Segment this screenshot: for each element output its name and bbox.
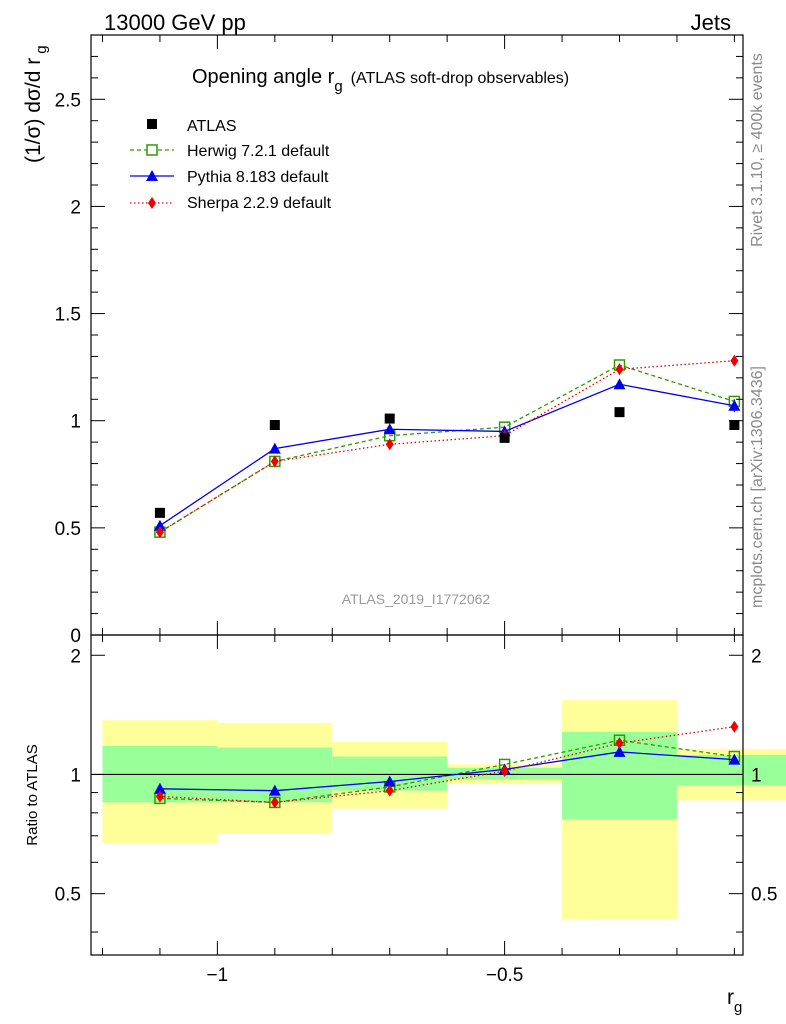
sherpa-point (155, 526, 164, 539)
pythia-point (268, 442, 281, 454)
pythia-ratio-point (728, 753, 741, 765)
sherpa-ratio-point (615, 737, 624, 750)
sherpa-point (385, 438, 394, 451)
y-tick-label-zero: 0 (70, 626, 81, 647)
atlas-data-point (614, 407, 625, 418)
ratio-tick-label-right: 2 (751, 646, 762, 667)
pythia-ratio-line (159, 751, 735, 792)
x-axis-label-sub: g (734, 999, 742, 1016)
sherpa-ratio-point (270, 796, 279, 809)
ratio-tick-label-right: 1 (751, 765, 762, 786)
analysis-id: ATLAS_2019_I1772062 (342, 591, 491, 607)
legend-atlas-label: ATLAS (187, 118, 237, 135)
main-series (153, 354, 741, 539)
pythia-point (383, 423, 396, 435)
pythia-ratio-point (268, 784, 281, 796)
y-tick-label: 1 (70, 412, 81, 433)
legend-atlas-marker (147, 119, 157, 129)
sherpa-ratio-point (500, 765, 509, 778)
pythia-point (728, 399, 741, 411)
atlas-data-point (384, 413, 395, 424)
atlas-data-point (269, 420, 280, 430)
legend-herwig-marker (146, 144, 158, 156)
sherpa-ratio-point (730, 720, 739, 733)
ratio-tick-label: 2 (70, 646, 81, 667)
pythia-point (153, 519, 166, 531)
y-axis-label-main: (1/σ) dσ/d r (22, 58, 45, 163)
plot-title-sub: g (334, 78, 342, 95)
sherpa-ratio-point (385, 784, 394, 797)
x-axis-label-main: r (727, 986, 734, 1009)
sherpa-point (270, 455, 279, 468)
ratio-bands (102, 700, 786, 920)
x-axis-label: rg (727, 986, 742, 1016)
plot-title: Opening angle rg (ATLAS soft-drop observa… (192, 66, 569, 95)
atlas-data-point (729, 420, 740, 430)
legend-sherpa-marker (148, 197, 156, 209)
y-axis-label: (1/σ) dσ/d r g (22, 45, 50, 163)
legend-pythia-marker (146, 170, 158, 181)
atlas-data-point (499, 432, 510, 443)
sherpa-point (615, 363, 624, 376)
ratio-tick-label: 0.5 (55, 885, 81, 906)
mcplots-label: mcplots.cern.ch [arXiv:1306.3436] (749, 366, 766, 608)
sherpa-point (730, 354, 739, 367)
energy-label: 13000 GeV pp (104, 10, 246, 35)
x-tick-label: −0.5 (486, 965, 524, 986)
y-tick-label: 2 (70, 197, 81, 218)
legend-sherpa-label: Sherpa 2.2.9 default (187, 195, 332, 212)
pythia-line (159, 383, 735, 527)
ratio-frame (90, 634, 744, 956)
ratio-tick-label-right: 0.5 (751, 885, 777, 906)
pythia-point (613, 378, 626, 390)
y-tick-label: 0.5 (55, 519, 81, 540)
ratio-tick-label: 1 (70, 765, 81, 786)
ratio-series (153, 720, 741, 809)
sherpa-ratio-line (159, 726, 735, 804)
plot-title-main: Opening angle r (192, 66, 335, 88)
legend-pythia-label: Pythia 8.183 default (187, 169, 329, 186)
axis-ticks: 0.5 1 1.5 2 2.5 0 0.5 0.5 1 1 2 2 −1 −0.5 (55, 34, 777, 986)
y-tick-label: 2.5 (55, 90, 81, 111)
y-axis-label-sub: g (33, 45, 50, 53)
x-tick-label: −1 (207, 965, 229, 986)
plot-title-suffix: (ATLAS soft-drop observables) (351, 70, 569, 87)
pythia-ratio-point (613, 745, 626, 757)
sherpa-line (159, 360, 735, 533)
pythia-ratio-point (153, 782, 166, 794)
pythia-ratio-point (383, 775, 396, 787)
ratio-axis-label: Ratio to ATLAS (24, 744, 41, 845)
process-label: Jets (691, 10, 731, 35)
sherpa-ratio-point (155, 790, 164, 803)
y-tick-label: 1.5 (55, 305, 81, 326)
rivet-label: Rivet 3.1.10, ≥ 400k events (749, 53, 766, 247)
legend: ATLAS Herwig 7.2.1 default Pythia 8.183 … (130, 118, 332, 212)
legend-herwig-label: Herwig 7.2.1 default (187, 143, 330, 160)
atlas-data-point (154, 507, 165, 518)
